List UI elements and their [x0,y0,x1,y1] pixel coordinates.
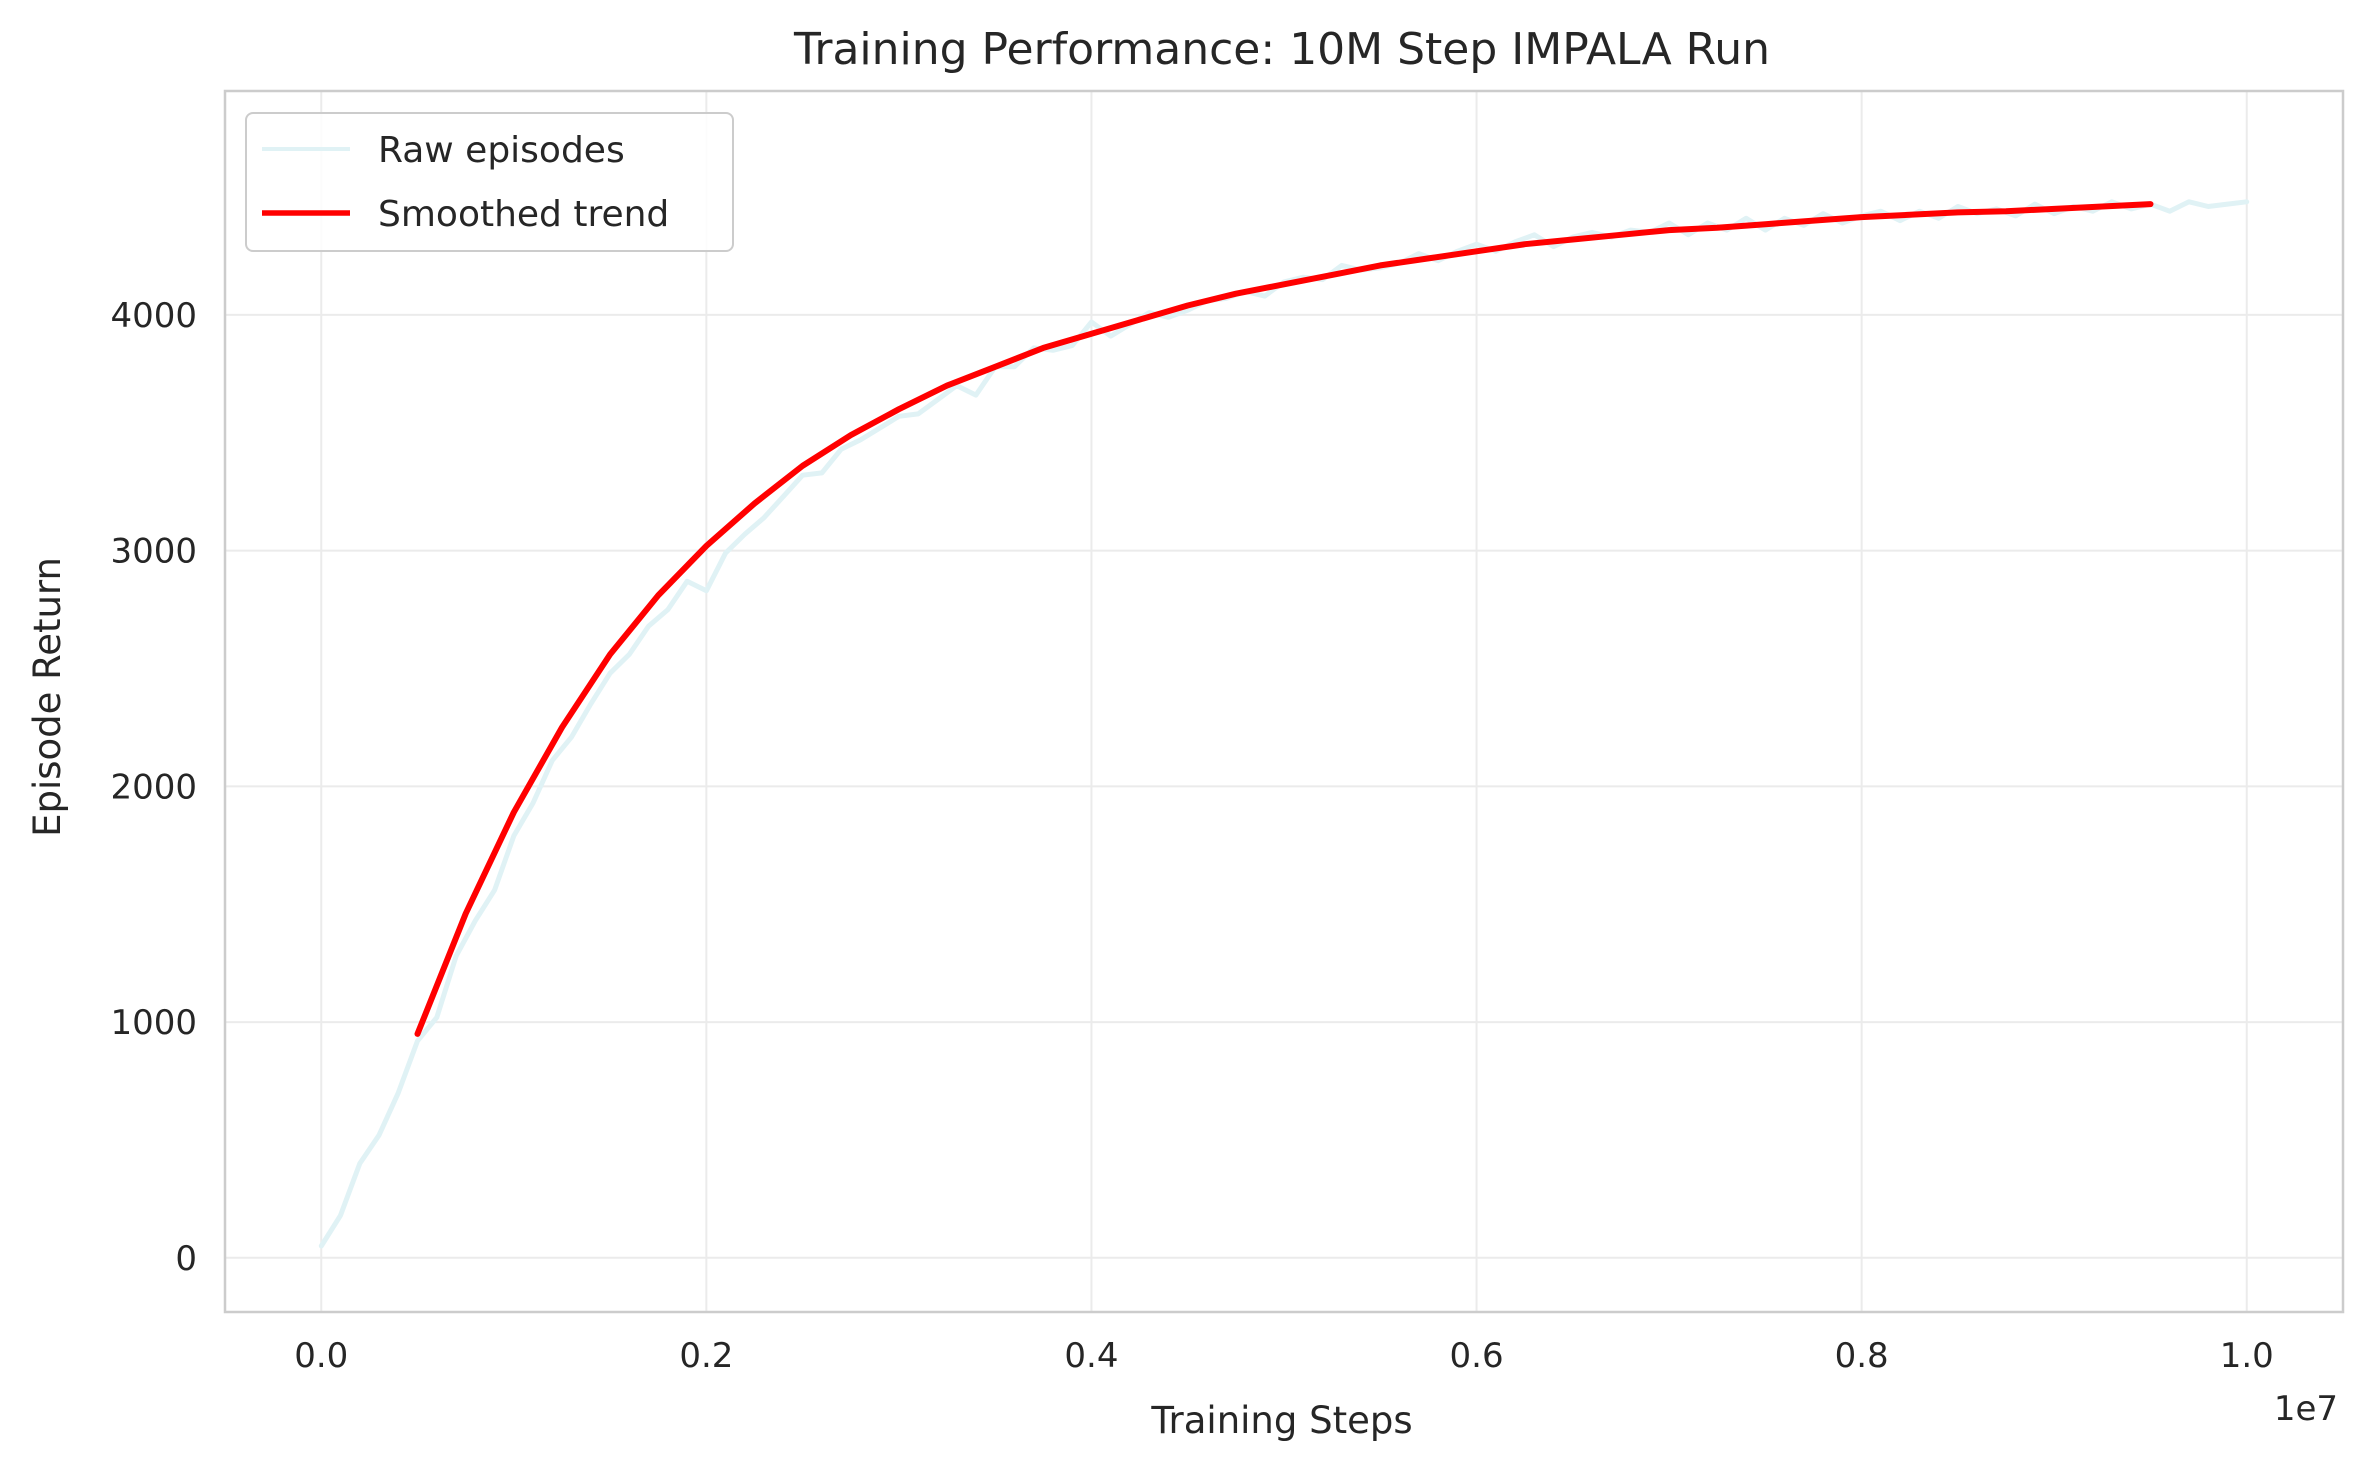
y-axis-label: Episode Return [26,557,69,837]
x-tick-label: 0.4 [1064,1336,1118,1376]
y-tick-label: 0 [175,1239,197,1279]
x-axis-label: Training Steps [1150,1399,1412,1442]
x-tick-label: 0.2 [679,1336,733,1376]
legend: Raw episodes Smoothed trend [246,113,733,251]
x-tick-label: 0.8 [1835,1336,1889,1376]
y-tick-label: 1000 [110,1003,197,1043]
y-tick-label: 4000 [110,296,197,336]
x-tick-label: 1.0 [2220,1336,2274,1376]
y-tick-label: 2000 [110,767,197,807]
legend-label-smoothed-trend: Smoothed trend [378,194,669,235]
y-tick-label: 3000 [110,532,197,572]
legend-label-raw-episodes: Raw episodes [378,130,625,171]
chart-title: Training Performance: 10M Step IMPALA Ru… [793,24,1770,75]
x-axis-offset-label: 1e7 [2274,1389,2338,1429]
x-tick-label: 0.0 [294,1336,348,1376]
x-tick-label: 0.6 [1450,1336,1504,1376]
plot-area [225,91,2343,1312]
